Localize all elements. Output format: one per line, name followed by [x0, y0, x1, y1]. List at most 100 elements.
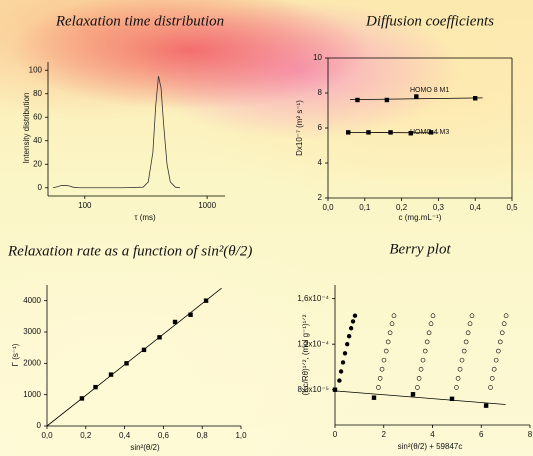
y-tick-label: 2: [318, 193, 323, 202]
y-tick-label: 10: [313, 53, 322, 62]
y-tick-label: 1,2x10⁻⁴: [297, 339, 329, 348]
point: [497, 339, 503, 345]
curve: [52, 76, 181, 189]
x-tick-label: 4: [430, 430, 435, 439]
point: [384, 97, 390, 103]
point: [430, 313, 436, 319]
point: [350, 319, 356, 324]
y-tick-label: 60: [33, 112, 42, 121]
point: [79, 396, 85, 401]
y-tick-label: 0: [38, 183, 43, 192]
y-tick-label: 1000: [23, 390, 41, 399]
y-tick-label: 40: [33, 136, 42, 145]
point: [377, 376, 383, 381]
fit-line: [46, 287, 222, 427]
y-tick-label: 1,6x10⁻⁴: [297, 294, 329, 303]
x-tick-label: 0,6: [158, 431, 170, 440]
series-label: HOMO 8 M1: [410, 87, 449, 94]
point: [420, 357, 426, 363]
point: [428, 130, 434, 135]
x-tick-label: 0,5: [506, 203, 518, 212]
point: [346, 130, 351, 135]
point: [422, 348, 428, 354]
point: [483, 403, 489, 408]
y-tick-label: 8: [318, 88, 323, 97]
point: [172, 319, 178, 325]
chart-title: Relaxation time distribution: [55, 13, 224, 29]
point: [499, 330, 505, 336]
point: [391, 313, 397, 319]
y-tick-label: 100: [29, 65, 43, 74]
point: [342, 351, 348, 356]
x-tick-label: 0,2: [80, 431, 92, 440]
point: [387, 330, 393, 336]
y-axis-label: Dx10⁻⁷ (m² s⁻¹): [295, 100, 304, 156]
point: [424, 339, 430, 345]
y-axis-label: Intensity distribution: [22, 93, 31, 164]
point: [157, 335, 162, 340]
point: [416, 376, 422, 381]
point: [141, 347, 147, 353]
chart-title: Berry plot: [389, 241, 451, 257]
point: [459, 357, 465, 363]
x-tick-label: 6: [479, 430, 484, 439]
point: [388, 130, 393, 135]
point: [344, 341, 350, 347]
point: [449, 396, 455, 402]
point: [503, 313, 509, 319]
y-tick-label: 2000: [23, 358, 41, 367]
point: [366, 130, 371, 135]
point: [203, 298, 209, 303]
x-tick-label: 0: [333, 430, 338, 439]
point: [455, 376, 461, 381]
y-axis-label: (Kc/Rθ)¹ᐟ², (mol g⁻¹)¹ᐟ²: [301, 314, 310, 395]
fit-line: [334, 390, 506, 405]
x-axis-label: τ (ms): [134, 213, 156, 222]
point: [496, 348, 501, 354]
y-tick-label: 6: [318, 123, 323, 132]
x-tick-label: 0,4: [119, 431, 131, 440]
point: [355, 97, 360, 103]
x-tick-label: 0,0: [41, 431, 53, 440]
point: [338, 369, 344, 374]
chart-title: Relaxation rate as a function of sin²(θ/…: [7, 243, 252, 259]
x-tick-label: 0,1: [359, 203, 371, 212]
point: [469, 313, 475, 319]
point: [346, 334, 352, 339]
point: [465, 330, 471, 336]
point: [340, 360, 346, 365]
point: [501, 321, 507, 326]
point: [93, 384, 98, 390]
point: [415, 385, 420, 390]
y-tick-label: 4: [318, 158, 323, 167]
point: [385, 339, 391, 345]
point: [410, 392, 416, 397]
x-tick-label: 1000: [198, 201, 216, 210]
y-tick-label: 8,0x10⁻⁵: [297, 385, 329, 394]
point: [381, 357, 387, 363]
point: [426, 330, 432, 336]
point: [337, 378, 342, 383]
x-axis-label: c (mg.mL⁻¹): [399, 213, 442, 222]
point: [491, 366, 497, 372]
point: [383, 348, 389, 354]
x-tick-label: 0,3: [433, 203, 445, 212]
y-tick-label: 0: [37, 421, 42, 430]
chart-title: Diffusion coefficients: [365, 13, 494, 29]
x-axis-label: sin²(θ/2) + 59847c: [398, 442, 463, 451]
point: [493, 357, 499, 363]
series-label: HOMO 4 M3: [410, 129, 449, 136]
x-axis-label: sin²(θ/2): [130, 443, 160, 452]
y-tick-label: 4000: [23, 296, 41, 305]
point: [488, 385, 493, 390]
point: [371, 395, 377, 400]
x-tick-label: 8: [528, 430, 533, 439]
x-tick-label: 100: [78, 201, 92, 210]
point: [108, 372, 114, 377]
point: [389, 321, 395, 326]
point: [376, 385, 381, 390]
point: [467, 321, 473, 326]
